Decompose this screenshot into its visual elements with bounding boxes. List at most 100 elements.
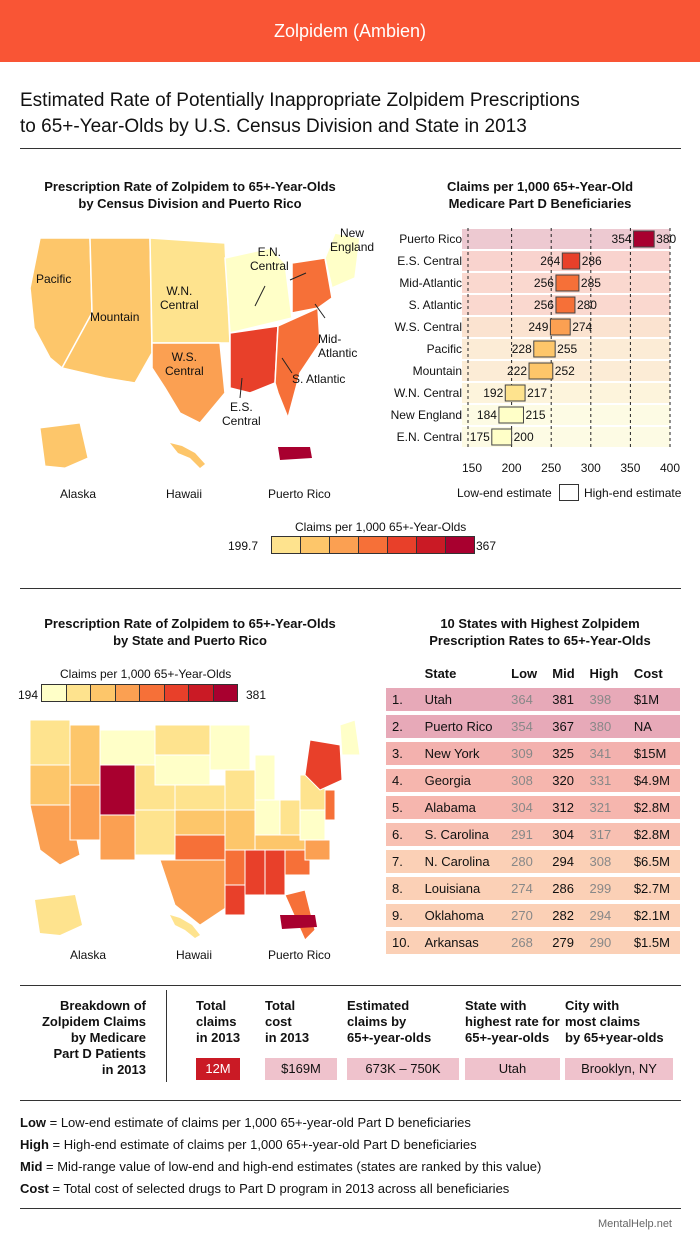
table-row: 5. Alabama 304 312 321 $2.8M [386, 796, 680, 819]
table-row: 2. Puerto Rico 354 367 380 NA [386, 715, 680, 738]
top10-title: 10 States with Highest Zolpidem Prescrip… [400, 615, 680, 649]
chart-tick-label: 250 [541, 461, 561, 475]
state-map-title-line1: Prescription Rate of Zolpidem to 65+-Yea… [44, 616, 336, 631]
cell-low: 280 [505, 850, 547, 873]
chart-category-label: W.N. Central [394, 386, 462, 400]
legend-swatch [90, 684, 116, 702]
label-en-central-2: Central [250, 259, 289, 273]
chart-high-label: 280 [577, 298, 597, 312]
range-bar-chart: Puerto Rico 354 380 E.S. Central 264 286 Mid-A… [391, 228, 680, 475]
cell-low: 304 [505, 796, 547, 819]
label-wn-central-2: Central [160, 298, 199, 312]
page-title-line1: Estimated Rate of Potentially Inappropri… [20, 90, 580, 111]
chart-range-bar [498, 406, 524, 424]
cell-rank: 9. [386, 904, 419, 927]
state-shape [174, 834, 226, 861]
state-shape [339, 719, 361, 756]
state-shape [69, 724, 101, 786]
chart-low-label: 264 [540, 254, 560, 268]
summary-col-head-line: claims [196, 1014, 237, 1029]
state-label-alaska: Alaska [70, 948, 107, 962]
label-new-england: New England [330, 226, 374, 254]
chart-category-label: S. Atlantic [409, 298, 462, 312]
table-row: 3. New York 309 325 341 $15M [386, 742, 680, 765]
summary-col-head-line: State with [465, 998, 527, 1013]
cell-mid: 279 [546, 931, 584, 954]
note-term: Low [20, 1115, 46, 1130]
chart-high-label: 274 [572, 320, 592, 334]
summary-col-head: State with highest rate for 65+-year-olds [465, 998, 560, 1046]
cell-mid: 304 [546, 823, 584, 846]
state-shape [29, 764, 71, 806]
chart-low-label: 249 [528, 320, 548, 334]
chart-range-bar [504, 384, 526, 402]
legend-swatch [329, 536, 359, 554]
state-map-title-line2: by State and Puerto Rico [113, 633, 267, 648]
state-shape [324, 789, 336, 821]
label-mid-atlantic-1: Mid- [318, 332, 342, 346]
chart-low-label: 354 [612, 232, 632, 246]
summary-label: Breakdown of Zolpidem Claims by Medicare… [18, 998, 146, 1078]
division-legend-min: 199.7 [228, 539, 259, 553]
summary-label-line: Part D Patients [53, 1046, 146, 1061]
note-mid: Mid = Mid-range value of low-end and hig… [20, 1156, 680, 1178]
state-shape [224, 809, 256, 851]
label-mid-atlantic: Mid- Atlantic [318, 332, 357, 360]
cell-rank: 4. [386, 769, 419, 792]
cell-mid: 282 [546, 904, 584, 927]
summary-col-head: City with most claims by 65+year-olds [565, 998, 673, 1046]
state-shape [154, 724, 211, 756]
note-term: High [20, 1137, 49, 1152]
cell-mid: 294 [546, 850, 584, 873]
divider [20, 588, 681, 589]
chart-low-label: 256 [534, 276, 554, 290]
state-legend-min: 194 [18, 688, 39, 702]
cell-cost: NA [627, 715, 680, 738]
cell-high: 308 [583, 850, 628, 873]
header-cost: Cost [633, 665, 663, 681]
summary-col-head-line: Total [265, 998, 296, 1013]
state-shape-alaska [35, 895, 82, 935]
division-map-title-line2: by Census Division and Puerto Rico [78, 196, 302, 211]
chart-low-label: 184 [477, 408, 497, 422]
note-text: = Low-end estimate of claims per 1,000 6… [46, 1115, 471, 1130]
label-hawaii: Hawaii [166, 487, 203, 501]
label-pacific: Pacific [36, 272, 72, 286]
summary-col-head-line: cost [265, 1014, 292, 1029]
label-new-england-2: England [330, 240, 375, 254]
cell-mid: 381 [546, 688, 584, 711]
division-legend-swatches [271, 536, 475, 554]
state-shape-utah [99, 764, 136, 816]
label-new-england-1: New [340, 226, 365, 240]
divider [20, 1100, 681, 1101]
cell-state: S. Carolina [418, 823, 506, 846]
summary-col-value: Utah [465, 1058, 560, 1080]
cell-rank: 6. [386, 823, 419, 846]
state-shape [224, 769, 256, 811]
cell-low: 270 [505, 904, 547, 927]
state-legend-title: Claims per 1,000 65+-Year-Olds [60, 667, 232, 681]
chart-low-label: 256 [534, 298, 554, 312]
label-s-atlantic: S. Atlantic [292, 372, 346, 386]
summary-label-line: in 2013 [101, 1062, 146, 1077]
cell-state: Utah [418, 688, 506, 711]
legend-swatch [387, 536, 417, 554]
state-shape [154, 754, 211, 786]
cell-state: Arkansas [418, 931, 506, 954]
table-row: 4. Georgia 308 320 331 $4.9M [386, 769, 680, 792]
divider [20, 1208, 681, 1209]
label-es-central-2: Central [222, 414, 261, 428]
legend-swatch [188, 684, 214, 702]
division-map-title: Prescription Rate of Zolpidem to 65+-Yea… [20, 178, 360, 212]
note-text: = High-end estimate of claims per 1,000 … [48, 1137, 477, 1152]
region-hawaii [170, 443, 205, 468]
chart-title-line1: Claims per 1,000 65+-Year-Old [446, 179, 634, 194]
table-row: 6. S. Carolina 291 304 317 $2.8M [386, 823, 680, 846]
chart-category-label: E.N. Central [397, 430, 462, 444]
state-shape [299, 809, 326, 841]
label-en-central: E.N. Central [250, 245, 289, 273]
division-map-title-line1: Prescription Rate of Zolpidem to 65+-Yea… [44, 179, 336, 194]
chart-title-line2: Medicare Part D Beneficiaries [448, 196, 632, 211]
summary-col-head: Total cost in 2013 [265, 998, 340, 1046]
state-shape [254, 834, 306, 851]
